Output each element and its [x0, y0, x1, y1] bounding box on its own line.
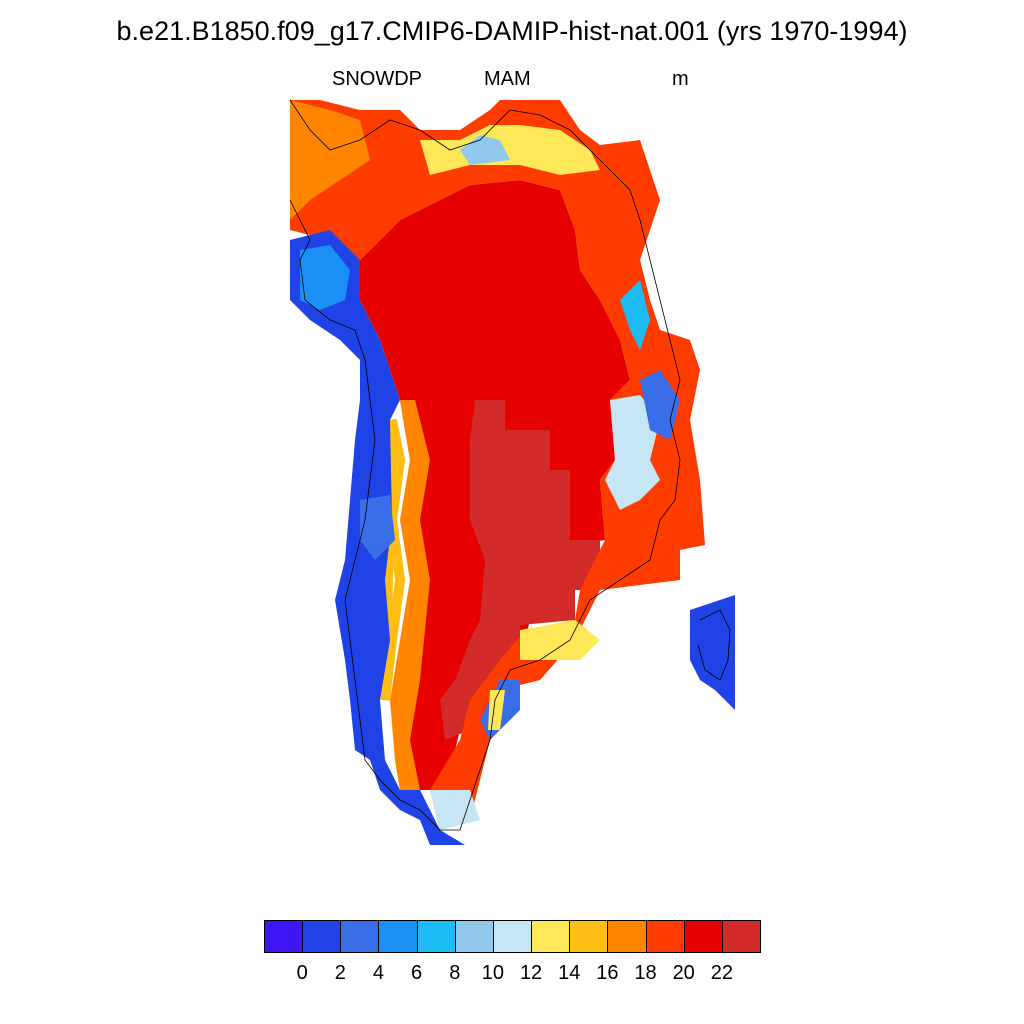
colorbar-swatch	[721, 920, 761, 953]
map-cells	[289, 99, 735, 845]
west-orange-ring	[390, 400, 430, 790]
east-cyan-band	[620, 280, 650, 350]
colorbar-tick-label: 18	[634, 962, 657, 984]
colorbar-swatch	[302, 920, 342, 953]
south-cyan	[430, 790, 480, 830]
east-light-band	[605, 395, 660, 510]
colorbar-swatch	[607, 920, 647, 953]
east-blue-band	[640, 370, 680, 440]
variable-label: SNOWDP	[332, 68, 422, 90]
colorbar-swatch	[454, 920, 494, 953]
map-title: b.e21.B1850.f09_g17.CMIP6-DAMIP-hist-nat…	[116, 16, 908, 46]
southeast-light	[520, 620, 600, 660]
colorbar-tick-label: 20	[672, 962, 695, 984]
interior-core-region	[440, 400, 600, 740]
colorbar-swatch	[264, 920, 304, 953]
colorbar-tick-label: 0	[296, 962, 308, 984]
colorbar-tick-label: 4	[372, 962, 385, 984]
colorbar-tick-label: 2	[334, 962, 346, 984]
colorbar-tick-label: 14	[558, 962, 581, 984]
colorbar-tick-label: 6	[411, 962, 423, 984]
north-fringe	[290, 100, 705, 830]
colorbar-tick-label: 12	[519, 962, 543, 984]
colorbar-swatch	[378, 920, 418, 953]
colorbar	[264, 920, 761, 953]
west-cyan	[360, 495, 395, 560]
colorbar-swatch	[416, 920, 456, 953]
coastline	[289, 99, 681, 831]
colorbar-tick-label: 8	[449, 962, 461, 984]
colorbar-swatch	[340, 920, 380, 953]
iceland-blue	[690, 595, 735, 710]
west-mid-blue	[300, 245, 350, 310]
iceland-outline	[697, 609, 731, 681]
west-yellow-ring	[380, 419, 406, 701]
colorbar-swatch	[683, 920, 723, 953]
colorbar-swatch	[645, 920, 685, 953]
season-label: MAM	[484, 68, 531, 90]
colorbar-tick-label: 10	[481, 962, 505, 984]
units-label: m	[672, 68, 689, 90]
colorbar-swatch	[531, 920, 571, 953]
colorbar-tick-label: 16	[596, 962, 619, 984]
north-yellow-band	[420, 125, 600, 175]
colorbar-swatch	[492, 920, 533, 953]
colorbar-swatch	[569, 920, 609, 953]
colorbar-tick-label: 22	[710, 962, 733, 984]
